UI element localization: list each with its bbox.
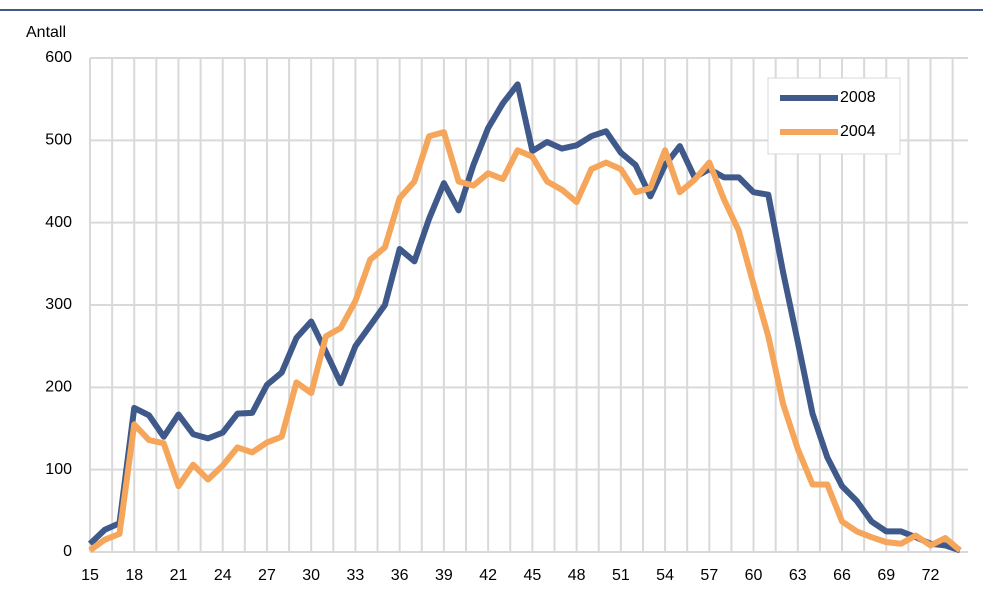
x-tick-label: 39 (435, 567, 453, 584)
x-tick-label: 72 (922, 567, 940, 584)
x-tick-label: 15 (81, 567, 99, 584)
x-tick-label: 66 (833, 567, 851, 584)
x-tick-label: 45 (523, 567, 541, 584)
x-tick-label: 27 (258, 567, 276, 584)
x-tick-label: 33 (347, 567, 365, 584)
series-line (88, 129, 962, 553)
legend-label: 2004 (840, 123, 876, 140)
x-tick-label: 51 (612, 567, 630, 584)
y-axis-label: Antall (26, 24, 66, 41)
x-tick-label: 36 (391, 567, 409, 584)
y-tick-label: 500 (45, 132, 72, 149)
y-tick-label: 200 (45, 379, 72, 396)
y-tick-label: 400 (45, 214, 72, 231)
legend-label: 2008 (840, 89, 876, 106)
x-tick-label: 60 (745, 567, 763, 584)
x-tick-label: 42 (479, 567, 497, 584)
y-tick-label: 600 (45, 49, 72, 66)
x-tick-label: 24 (214, 567, 232, 584)
x-tick-label: 21 (170, 567, 188, 584)
x-tick-label: 54 (656, 567, 674, 584)
series-line (87, 81, 961, 554)
x-tick-label: 18 (125, 567, 143, 584)
y-tick-label: 300 (45, 296, 72, 313)
x-tick-label: 69 (877, 567, 895, 584)
x-tick-label: 30 (302, 567, 320, 584)
x-tick-label: 48 (568, 567, 586, 584)
x-tick-label: 63 (789, 567, 807, 584)
x-tick-label: 57 (700, 567, 718, 584)
legend-box (767, 77, 901, 155)
y-tick-label: 100 (45, 461, 72, 478)
y-tick-label: 0 (63, 543, 72, 560)
